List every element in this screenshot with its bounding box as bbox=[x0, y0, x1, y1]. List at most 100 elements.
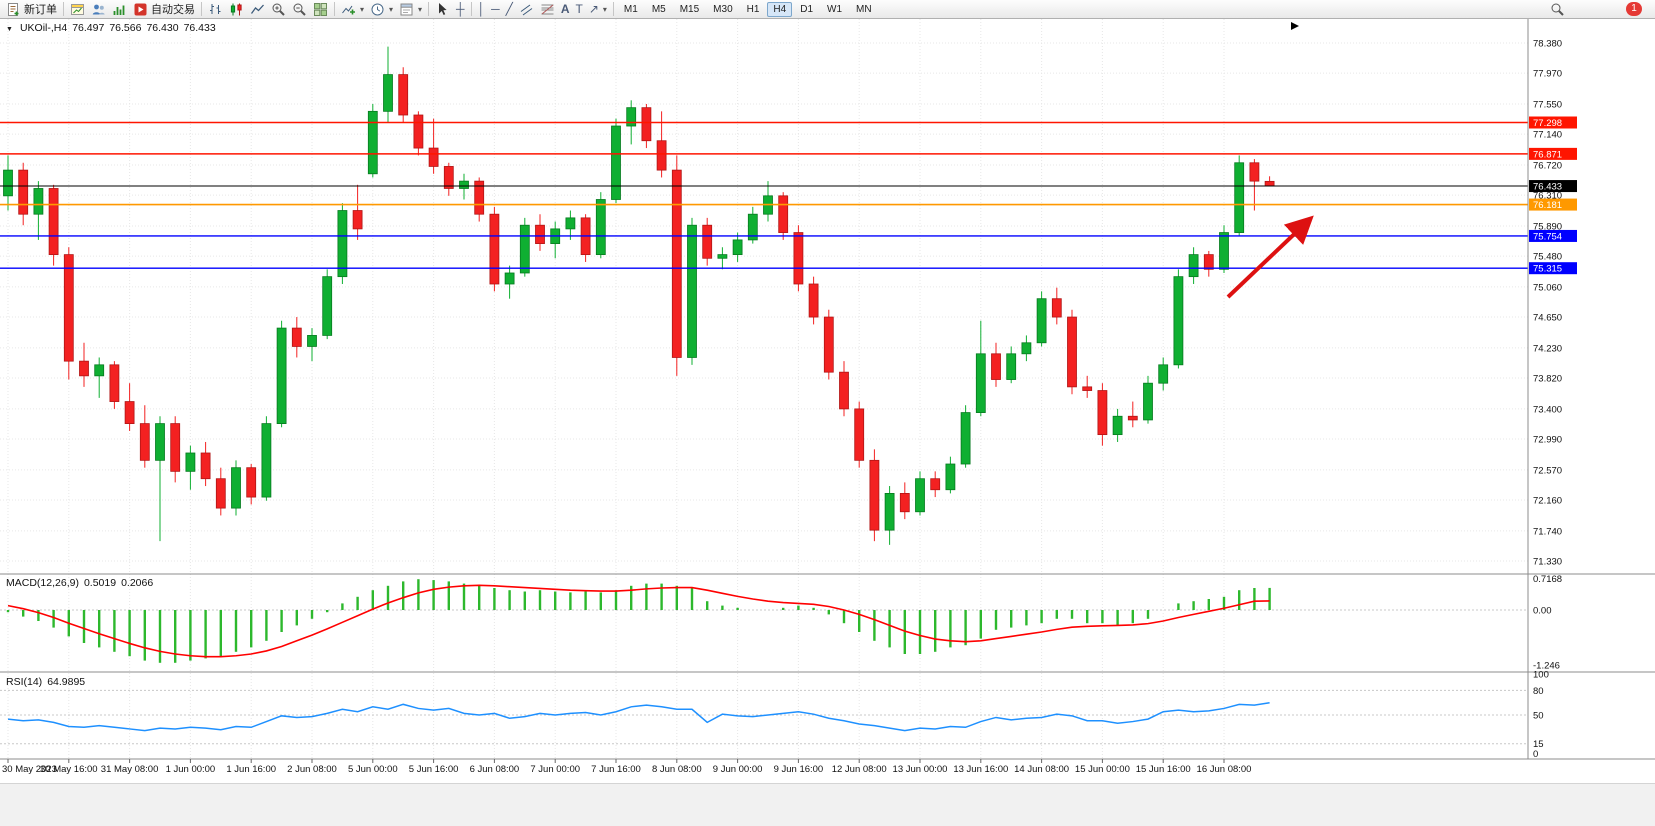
horizontal-line-button[interactable]: ─ bbox=[488, 1, 503, 18]
search-button[interactable] bbox=[1547, 1, 1568, 18]
timeframe-d1-button[interactable]: D1 bbox=[794, 2, 819, 17]
svg-text:14 Jun 08:00: 14 Jun 08:00 bbox=[1014, 764, 1069, 775]
svg-text:75.315: 75.315 bbox=[1533, 264, 1562, 275]
market-watch-button[interactable] bbox=[109, 1, 130, 18]
toolbar-separator bbox=[612, 2, 614, 16]
timeframe-w1-button[interactable]: W1 bbox=[821, 2, 848, 17]
market-watch-icon bbox=[113, 5, 125, 15]
arrows-button[interactable]: ↗ ▾ bbox=[586, 1, 610, 18]
annotation-arrow[interactable] bbox=[1226, 215, 1314, 299]
bar-chart-button[interactable] bbox=[205, 1, 226, 18]
svg-text:76.181: 76.181 bbox=[1533, 200, 1562, 211]
svg-text:5 Jun 00:00: 5 Jun 00:00 bbox=[348, 764, 398, 775]
line-chart-icon bbox=[250, 4, 264, 14]
text-label-icon: T bbox=[575, 2, 583, 16]
timeframe-mn-button[interactable]: MN bbox=[850, 2, 878, 17]
autotrading-button[interactable]: 自动交易 bbox=[130, 1, 198, 18]
toolbar-separator bbox=[63, 2, 64, 16]
svg-text:15 Jun 00:00: 15 Jun 00:00 bbox=[1075, 764, 1130, 775]
toolbar-separator bbox=[201, 2, 202, 16]
svg-text:72.990: 72.990 bbox=[1533, 435, 1562, 446]
rsi-line bbox=[7, 701, 1270, 732]
chart-area: 77.298 76.871 76.433 76.181 75.754 75.315 78.3… bbox=[0, 19, 1655, 783]
trendline-button[interactable]: ╱ bbox=[503, 1, 516, 18]
cursor-icon bbox=[439, 2, 447, 15]
templates-button[interactable]: ▾ bbox=[396, 1, 425, 18]
clock-icon bbox=[371, 3, 384, 15]
price-scale: 78.380 77.970 77.550 77.140 76.720 76.310 75.8… bbox=[1533, 39, 1562, 761]
price-badge bbox=[1529, 180, 1577, 193]
channel-button[interactable] bbox=[516, 1, 537, 18]
profiles-icon bbox=[92, 4, 105, 14]
line-chart-button[interactable] bbox=[247, 1, 268, 18]
notification-badge[interactable]: 1 bbox=[1626, 2, 1642, 16]
arrow-object-icon: ↗ bbox=[588, 2, 599, 16]
text-button[interactable]: A bbox=[558, 1, 573, 18]
tile-windows-button[interactable] bbox=[310, 1, 331, 18]
svg-text:31 May 08:00: 31 May 08:00 bbox=[101, 764, 159, 775]
svg-text:1 Jun 16:00: 1 Jun 16:00 bbox=[226, 764, 276, 775]
svg-text:72.160: 72.160 bbox=[1533, 496, 1562, 507]
price-badge bbox=[1529, 147, 1577, 160]
channel-icon bbox=[520, 4, 533, 15]
timeframe-m30-button[interactable]: M30 bbox=[707, 2, 738, 17]
svg-text:76.310: 76.310 bbox=[1533, 191, 1562, 202]
status-bar-area bbox=[0, 783, 1655, 826]
svg-text:7 Jun 00:00: 7 Jun 00:00 bbox=[530, 764, 580, 775]
crosshair-button[interactable]: ┼ bbox=[453, 1, 468, 18]
indicators-button[interactable]: ▾ bbox=[338, 1, 367, 18]
svg-text:8 Jun 08:00: 8 Jun 08:00 bbox=[652, 764, 702, 775]
svg-text:71.740: 71.740 bbox=[1533, 526, 1562, 537]
svg-text:77.298: 77.298 bbox=[1533, 118, 1562, 129]
timeframe-group: M1 M5 M15 M30 H1 H4 D1 W1 MN bbox=[617, 1, 879, 17]
chart-canvas[interactable]: 77.29876.87176.43376.18175.75475.31578.3… bbox=[0, 19, 1655, 783]
cursor-button[interactable] bbox=[432, 1, 453, 18]
scroll-to-end-marker[interactable] bbox=[1291, 22, 1299, 30]
vertical-line-button[interactable]: │ bbox=[475, 1, 489, 18]
svg-text:74.230: 74.230 bbox=[1533, 343, 1562, 354]
fibonacci-button[interactable] bbox=[537, 1, 558, 18]
zoom-out-button[interactable] bbox=[289, 1, 310, 18]
new-order-button[interactable]: 新订单 bbox=[3, 1, 60, 18]
svg-text:-1.246: -1.246 bbox=[1533, 660, 1560, 671]
timeframe-m5-button[interactable]: M5 bbox=[646, 2, 672, 17]
svg-text:75.890: 75.890 bbox=[1533, 221, 1562, 232]
candlestick-chart-button[interactable] bbox=[226, 1, 247, 18]
autotrading-label: 自动交易 bbox=[151, 4, 195, 16]
svg-text:30 May 16:00: 30 May 16:00 bbox=[40, 764, 98, 775]
svg-text:50: 50 bbox=[1533, 711, 1544, 722]
zoom-out-icon bbox=[293, 3, 306, 16]
candles[interactable] bbox=[3, 46, 1275, 545]
svg-text:72.570: 72.570 bbox=[1533, 465, 1562, 476]
timeframe-h1-button[interactable]: H1 bbox=[741, 2, 766, 17]
main-toolbar: 新订单 bbox=[0, 0, 1655, 19]
svg-text:9 Jun 16:00: 9 Jun 16:00 bbox=[774, 764, 824, 775]
text-label-button[interactable]: T bbox=[572, 1, 585, 18]
periods-button[interactable]: ▾ bbox=[367, 1, 396, 18]
svg-text:74.650: 74.650 bbox=[1533, 313, 1562, 324]
search-icon bbox=[1551, 3, 1564, 16]
horizontal-lines[interactable]: 77.298 76.871 76.433 76.181 75.754 75.315 bbox=[0, 116, 1577, 275]
svg-text:0.7168: 0.7168 bbox=[1533, 574, 1562, 585]
chart-window-icon bbox=[71, 3, 84, 15]
timeframe-m15-button[interactable]: M15 bbox=[674, 2, 705, 17]
zoom-in-button[interactable] bbox=[268, 1, 289, 18]
svg-text:75.480: 75.480 bbox=[1533, 252, 1562, 263]
timeframe-m1-button[interactable]: M1 bbox=[618, 2, 644, 17]
profiles-button[interactable] bbox=[88, 1, 109, 18]
panel-separators[interactable] bbox=[0, 19, 1655, 760]
svg-text:0: 0 bbox=[1533, 749, 1538, 760]
timeframe-h4-button[interactable]: H4 bbox=[767, 1, 793, 17]
vertical-line-icon: │ bbox=[477, 2, 486, 16]
trendline-icon: ╱ bbox=[505, 2, 513, 16]
toolbar-separator bbox=[334, 2, 335, 16]
svg-text:6 Jun 08:00: 6 Jun 08:00 bbox=[470, 764, 520, 775]
svg-text:1 Jun 00:00: 1 Jun 00:00 bbox=[166, 764, 216, 775]
dropdown-caret-icon: ▾ bbox=[418, 4, 423, 14]
price-badge bbox=[1529, 229, 1577, 242]
svg-text:15 Jun 16:00: 15 Jun 16:00 bbox=[1136, 764, 1191, 775]
horizontal-line-icon: ─ bbox=[491, 2, 500, 16]
svg-text:76.433: 76.433 bbox=[1533, 182, 1562, 193]
charts-button[interactable] bbox=[67, 1, 88, 18]
